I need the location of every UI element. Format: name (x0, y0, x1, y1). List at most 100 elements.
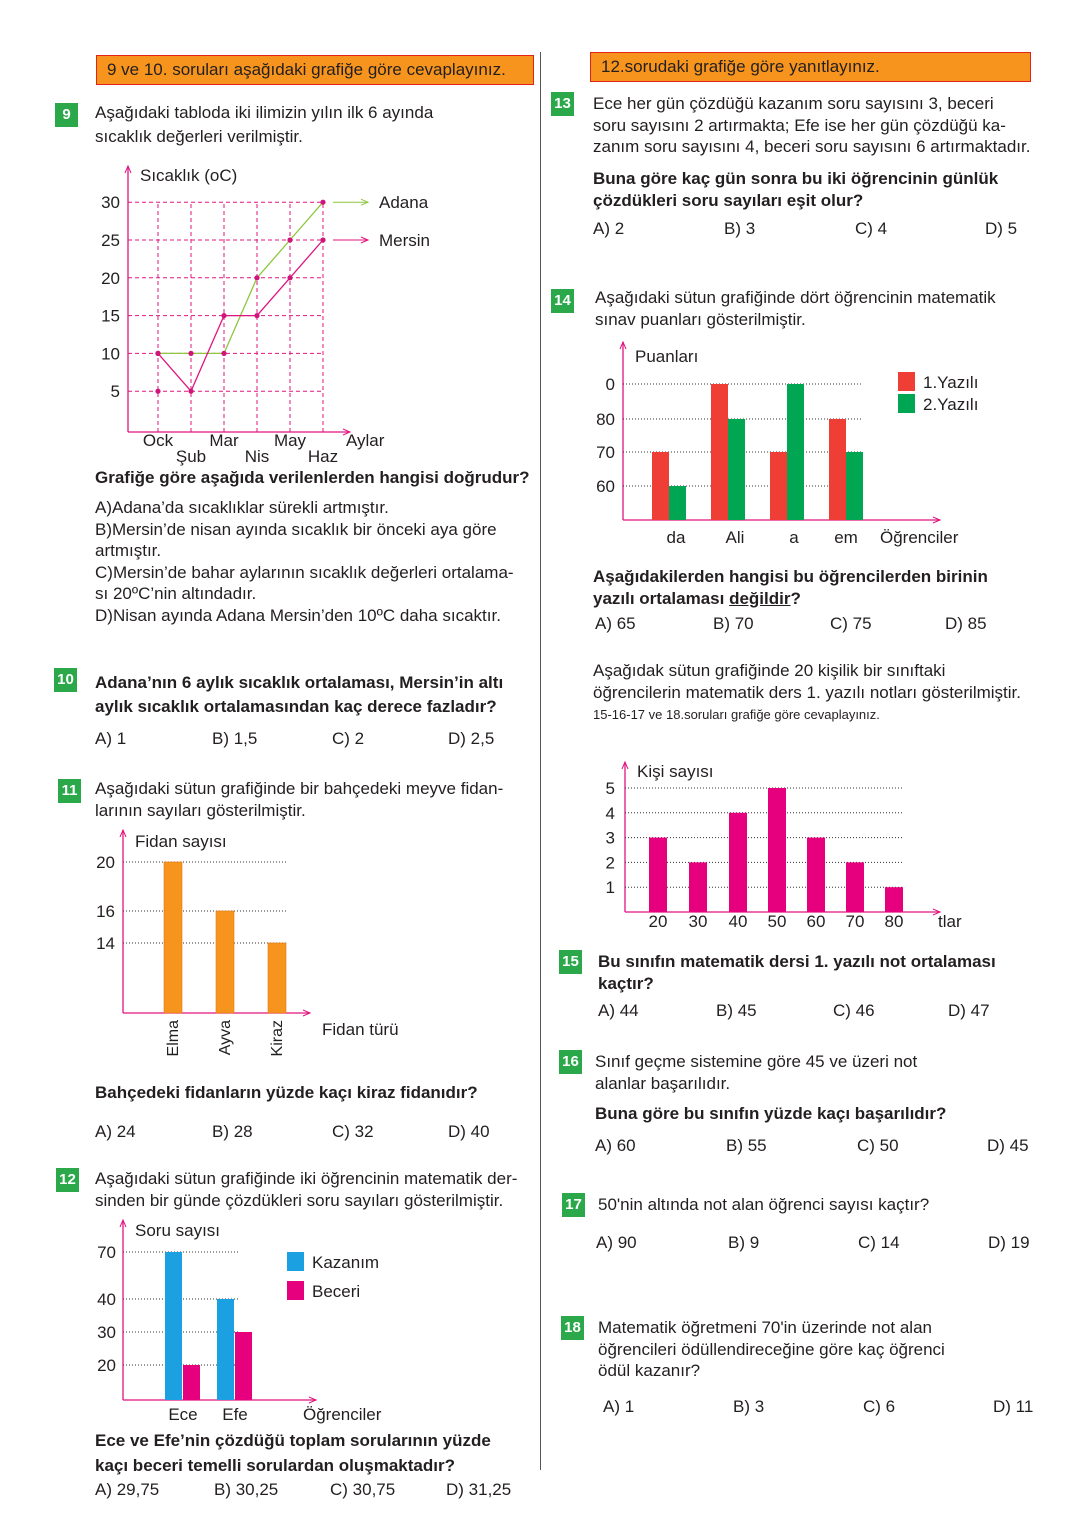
answer-option[interactable]: C) 2 (332, 729, 365, 748)
question-9-text: Aşağıdaki tabloda iki ilimizin yılın ilk… (95, 101, 433, 149)
question-17-badge: 17 (562, 1193, 585, 1217)
x-tick-label: 60 (807, 912, 826, 931)
bar-60 (807, 837, 825, 912)
question-9-badge: 9 (55, 103, 78, 127)
question-11-badge: 11 (58, 779, 81, 803)
answer-option[interactable]: D) 47 (948, 1001, 990, 1020)
bar-kiraz (267, 942, 287, 1014)
text-line: Adana’nın 6 aylık sıcaklık ortalaması, M… (95, 673, 504, 692)
answer-option[interactable]: D) 45 (987, 1136, 1029, 1155)
answer-option[interactable]: B) 9 (728, 1233, 760, 1252)
bar-80 (885, 887, 903, 912)
legend-swatch (898, 394, 915, 413)
answer-option[interactable]: A) 90 (596, 1233, 637, 1252)
answer-option[interactable]: A) 65 (595, 614, 636, 633)
answer-option[interactable]: D) 5 (985, 219, 1018, 238)
text-line: ödül kazanır? (598, 1361, 701, 1380)
y-tick-label: 5 (606, 779, 615, 798)
answer-option[interactable]: C) 6 (863, 1397, 896, 1416)
x-tick-label: Kiraz (269, 1020, 286, 1056)
answer-option[interactable]: D) 40 (448, 1122, 490, 1141)
answer-option[interactable]: A) 44 (598, 1001, 639, 1020)
answer-option[interactable]: B) 1,5 (212, 729, 258, 748)
question-14-prompt-line2: yazılı ortalaması değildir? (593, 588, 801, 610)
x-tick-label: May (274, 431, 307, 450)
answer-option[interactable]: A) 1 (95, 729, 127, 748)
y-tick-label: 4 (606, 804, 615, 823)
answer-option[interactable]: A) 2 (593, 219, 625, 238)
data-point (254, 313, 260, 319)
answer-option[interactable]: C) 30,75 (330, 1480, 396, 1499)
bar-ali-1 (728, 419, 745, 520)
text-line: Matematik öğretmeni 70'in üzerinde not a… (598, 1318, 932, 1337)
x-tick-label: 70 (846, 912, 865, 931)
bar-ece-0 (165, 1252, 182, 1400)
answer-option[interactable]: A) 1 (603, 1397, 635, 1416)
text-line: 50'nin altında not alan öğrenci sayısı k… (598, 1195, 930, 1214)
answer-option[interactable]: C) 32 (332, 1122, 374, 1141)
text-line: sinden bir günde çözdükleri soru sayılar… (95, 1191, 504, 1210)
bar-ece-1 (183, 1365, 200, 1400)
text-line: Ece her gün çözdüğü kazanım soru sayısın… (593, 94, 994, 113)
answer-option[interactable]: B) 30,25 (214, 1480, 279, 1499)
text-line: öğrencileri ödüllendireceğine göre kaç ö… (598, 1339, 945, 1359)
data-point (287, 237, 293, 243)
data-point (320, 199, 326, 205)
answer-option[interactable]: C) 46 (833, 1001, 875, 1020)
text-line: Buna göre kaç gün sonra bu iki öğrencini… (593, 169, 999, 188)
y-tick-label: 1 (606, 878, 615, 897)
question-12-text: Aşağıdaki sütun grafiğinde iki öğrencini… (95, 1168, 517, 1212)
question-11-prompt: Bahçedeki fidanların yüzde kaçı kiraz fi… (95, 1083, 478, 1102)
answer-option[interactable]: D) 11 (993, 1397, 1034, 1416)
y-tick-label: 25 (101, 231, 120, 250)
bar-30 (689, 862, 707, 912)
answer-option[interactable]: D) 2,5 (448, 729, 495, 748)
answer-option[interactable]: C) 50 (857, 1136, 899, 1155)
answer-option[interactable]: B) 45 (716, 1001, 757, 1020)
question-9-options[interactable]: A)Adana’da sıcaklıklar sürekli artmıştır… (95, 497, 514, 627)
legend-label: Mersin (379, 231, 430, 250)
legend-swatch (287, 1281, 304, 1300)
answer-option[interactable]: A) 24 (95, 1122, 136, 1141)
legend-swatch (898, 372, 915, 391)
answer-option[interactable]: D) 85 (945, 614, 987, 633)
answer-option[interactable]: C) 14 (858, 1233, 900, 1252)
question-14-badge: 14 (551, 289, 574, 313)
x-axis-arrow (342, 428, 352, 436)
legend-label: 2.Yazılı (923, 395, 978, 414)
bar-em-0 (829, 419, 846, 520)
bar-a-1 (787, 384, 804, 520)
question-15-badge: 15 (559, 950, 582, 974)
bar-da-1 (669, 486, 686, 520)
bar-40 (729, 812, 747, 912)
answer-option[interactable]: B) 3 (724, 219, 756, 238)
column-divider (540, 52, 541, 1470)
answer-option[interactable]: B) 55 (726, 1136, 767, 1155)
text-line: Bu sınıfın matematik dersi 1. yazılı not… (598, 952, 996, 971)
text-line: zanım soru sayısını 4, beceri soru sayıs… (593, 137, 1031, 156)
answer-option[interactable]: D) 31,25 (446, 1480, 512, 1499)
x-axis-label: Öğrenciler (303, 1405, 382, 1424)
legend-swatch (287, 1252, 304, 1271)
answer-option[interactable]: B) 28 (212, 1122, 253, 1141)
x-tick-label: Mar (209, 431, 239, 450)
text-line: Aşağıdaki tabloda iki ilimizin yılın ilk… (95, 103, 434, 122)
answer-option[interactable]: B) 3 (733, 1397, 765, 1416)
answer-option[interactable]: A) 29,75 (95, 1480, 160, 1499)
answer-option[interactable]: C) 4 (855, 219, 888, 238)
text-line: artmıştır. (95, 541, 162, 561)
question-15-text: Bu sınıfın matematik dersi 1. yazılı not… (598, 951, 996, 995)
answer-option[interactable]: A) 60 (595, 1136, 636, 1155)
question-16-badge: 16 (559, 1050, 582, 1074)
answer-option[interactable]: B) 70 (713, 614, 754, 633)
text-line: sı 20ºC’nin altındadır. (95, 584, 257, 604)
legend-label: Beceri (312, 1282, 360, 1301)
y-axis-arrow (124, 164, 132, 174)
question-10-text: Adana’nın 6 aylık sıcaklık ortalaması, M… (95, 671, 503, 719)
y-tick-label: 40 (97, 1290, 116, 1309)
x-tick-label: a (789, 528, 799, 547)
data-point (188, 350, 194, 356)
answer-option[interactable]: C) 75 (830, 614, 872, 633)
histogram-intro: Aşağıdak sütun grafiğinde 20 kişilik bir… (593, 660, 1021, 704)
answer-option[interactable]: D) 19 (988, 1233, 1030, 1252)
